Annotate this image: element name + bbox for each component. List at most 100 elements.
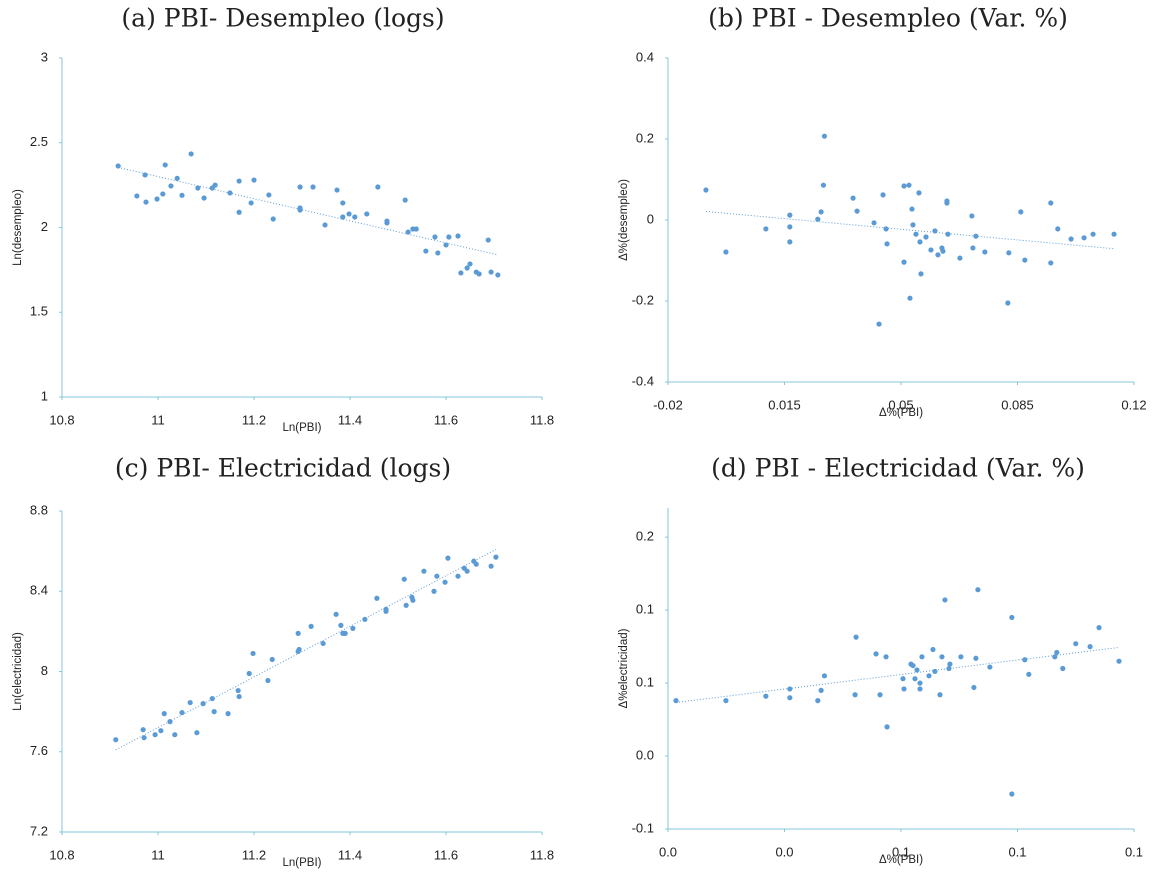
point [297, 184, 303, 190]
point [435, 250, 441, 256]
point [364, 211, 370, 217]
point [818, 687, 824, 693]
point [942, 597, 948, 603]
x-tick-label: 0.05 [888, 397, 913, 412]
x-tick-label: 11.6 [434, 412, 458, 427]
point [820, 182, 827, 188]
point [374, 595, 380, 601]
y-tick-label: 0.1 [636, 675, 654, 690]
point [871, 220, 877, 226]
point [113, 737, 119, 743]
point [405, 229, 411, 235]
trendline [115, 548, 497, 751]
point [200, 701, 206, 707]
point [907, 295, 913, 301]
point [703, 187, 709, 193]
point [476, 271, 482, 277]
point [375, 184, 381, 190]
point [946, 665, 952, 672]
point [383, 608, 389, 614]
x-tick-label: 0.015 [768, 397, 801, 412]
point [458, 270, 464, 276]
point [918, 271, 924, 277]
point [161, 711, 167, 717]
point [179, 192, 185, 198]
point [352, 214, 358, 220]
point [235, 687, 241, 694]
point [172, 732, 178, 738]
point [495, 272, 501, 278]
point [912, 676, 918, 682]
point [1111, 231, 1117, 237]
point [787, 695, 793, 701]
point [236, 693, 242, 700]
x-tick-label: 10.8 [49, 412, 74, 427]
point [270, 216, 276, 222]
point [308, 623, 314, 629]
x-tick-label: 0.0 [775, 844, 793, 859]
point [917, 686, 923, 692]
point [917, 680, 923, 686]
point [402, 197, 408, 203]
x-axis-title: Ln(PBI) [283, 857, 322, 869]
point [141, 735, 147, 741]
point [1009, 614, 1015, 621]
point [455, 233, 461, 239]
point [212, 182, 218, 188]
x-tick-label: 0.0 [659, 844, 677, 859]
point [901, 686, 907, 692]
point [227, 190, 233, 196]
point [873, 651, 879, 657]
point [445, 555, 451, 561]
point [431, 588, 437, 594]
x-tick-label: 11 [151, 412, 165, 427]
point [269, 656, 275, 663]
point [246, 670, 252, 677]
point [296, 646, 302, 653]
trendline [705, 210, 1115, 250]
point [334, 187, 340, 193]
y-axis-title: Ln(desempleo) [12, 189, 24, 266]
point [723, 249, 729, 255]
point [134, 193, 140, 199]
point [932, 668, 938, 675]
point [900, 676, 906, 682]
point [884, 724, 890, 730]
point [787, 239, 793, 245]
point [852, 692, 858, 698]
point [935, 252, 941, 258]
point [443, 242, 449, 248]
point [973, 655, 979, 661]
x-axis-title: Δ%(PBI) [879, 854, 923, 866]
point [174, 175, 180, 181]
point [485, 237, 491, 243]
trendline [118, 166, 498, 256]
point [763, 693, 769, 699]
point [1073, 641, 1079, 647]
point [142, 172, 148, 178]
point [854, 208, 860, 214]
point [154, 196, 160, 202]
point [982, 249, 988, 255]
point [883, 654, 889, 660]
point [853, 634, 859, 640]
point [901, 183, 907, 189]
point [423, 248, 429, 254]
point [1087, 644, 1093, 650]
point [1005, 300, 1011, 306]
point [211, 709, 217, 715]
x-tick-label: 0.12 [1121, 397, 1146, 412]
point [152, 732, 158, 738]
point [673, 698, 679, 704]
point [194, 730, 200, 736]
point [295, 630, 301, 636]
point [909, 206, 915, 212]
point [923, 234, 929, 240]
y-tick-label: 7.2 [30, 823, 48, 838]
point [910, 222, 916, 228]
point [901, 259, 907, 265]
y-axis-title: Δ%electricidad) [618, 628, 630, 708]
chart-title: (b) PBI - Desempleo (Var. %) [708, 4, 1068, 33]
y-tick-label: 1.5 [30, 304, 48, 319]
